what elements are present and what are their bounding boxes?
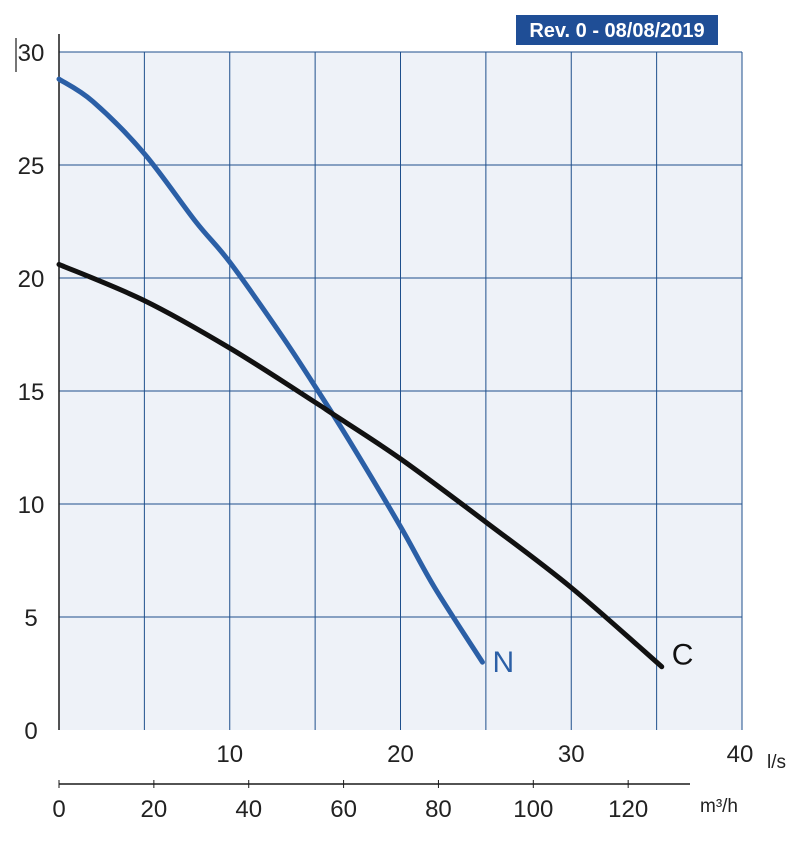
y-tick-label: 30 bbox=[18, 40, 45, 67]
x-tick-label: 40 bbox=[727, 741, 754, 768]
axes bbox=[15, 34, 690, 788]
curve-label-N: N bbox=[492, 646, 514, 679]
secondary-x-tick-label: 20 bbox=[141, 796, 168, 823]
secondary-x-unit-label: m³/h bbox=[700, 796, 738, 817]
x-tick-label: 20 bbox=[387, 741, 414, 768]
secondary-x-tick-label: 60 bbox=[330, 796, 357, 823]
revision-badge: Rev. 0 - 08/08/2019 bbox=[516, 15, 718, 45]
y-tick-label: 0 bbox=[24, 718, 37, 745]
y-tick-label: 20 bbox=[18, 266, 45, 293]
secondary-x-tick-label: 100 bbox=[513, 796, 553, 823]
y-tick-label: 15 bbox=[18, 379, 45, 406]
x-tick-label: 30 bbox=[558, 741, 585, 768]
curve-C bbox=[56, 261, 665, 670]
tick-labels: 0 5 10 15 20 25 30 10 20 30 40 l/s 0 20 40 60 80 100 120 m³… bbox=[18, 40, 786, 823]
secondary-x-tick-label: 80 bbox=[425, 796, 452, 823]
secondary-x-tick-label: 0 bbox=[52, 796, 65, 823]
secondary-x-tick-label: 40 bbox=[235, 796, 262, 823]
y-tick-label: 5 bbox=[24, 605, 37, 632]
x-tick-label: 10 bbox=[216, 741, 243, 768]
revision-badge-text: Rev. 0 - 08/08/2019 bbox=[529, 20, 704, 42]
x-unit-label: l/s bbox=[767, 752, 786, 773]
secondary-x-tick-label: 120 bbox=[608, 796, 648, 823]
y-tick-label: 10 bbox=[18, 492, 45, 519]
curve-N bbox=[56, 76, 485, 665]
curve-label-C: C bbox=[672, 639, 694, 672]
revision-badge-background bbox=[516, 15, 718, 45]
y-tick-label: 25 bbox=[18, 153, 45, 180]
